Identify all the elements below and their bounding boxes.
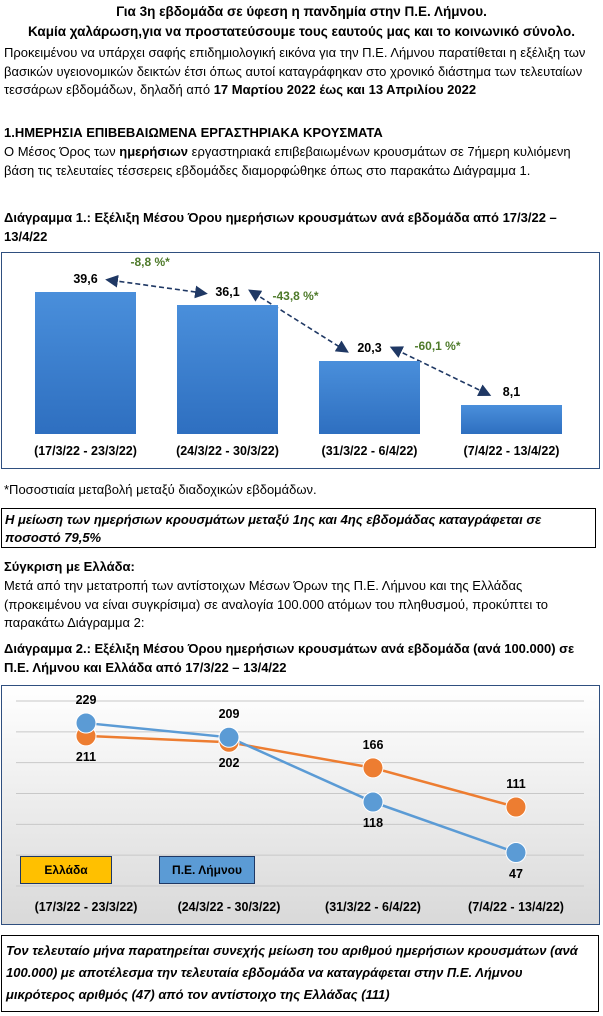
change-arrow-2: [248, 289, 349, 353]
legend-limnos: Π.Ε. Λήμνου: [159, 856, 255, 884]
section1-text-bold: ημερήσιων: [119, 144, 189, 159]
bar-4: [461, 405, 562, 434]
line-chart: 211 202 166 111 229 209 118 47 (17/3/22 - 23/3/2…: [1, 685, 600, 925]
bar-value-label-2: 36,1: [215, 284, 240, 299]
change-arrow-1: [105, 274, 208, 299]
series-1-value-label-2: 202: [218, 756, 240, 771]
series-2-point-2: [218, 726, 240, 748]
bar-value-label-3: 20,3: [357, 341, 382, 356]
page-subtitle: Καμία χαλάρωση,για να προστατεύσουμε του…: [27, 24, 576, 39]
change-annotation-3: -60,1 %*: [414, 339, 461, 354]
category-label-2: (24/3/22 - 30/3/22): [176, 444, 279, 458]
change-annotation-2: -43,8 %*: [272, 289, 319, 304]
series-2-value-label-4: 47: [509, 866, 523, 881]
bar-value-label-1: 39,6: [73, 272, 98, 287]
series-1-value-label-3: 166: [362, 737, 384, 752]
line-category-label-1: (17/3/22 - 23/3/22): [34, 900, 138, 914]
line-chart-plot: [2, 686, 599, 924]
category-label-1: (17/3/22 - 23/3/22): [34, 444, 137, 458]
change-arrow-3: [389, 346, 492, 396]
diagram2-caption: Διάγραμμα 2.: Εξέλιξη Μέσου Όρου ημερήσι…: [4, 641, 575, 675]
comparison-heading: Σύγκριση με Ελλάδα:: [4, 559, 135, 574]
series-2-point-1: [75, 712, 97, 734]
bar-1: [35, 292, 136, 434]
legend-greece-label: Ελλάδα: [44, 863, 88, 877]
section1-text-after: εργαστηριακά επιβεβαιωμένων κρουσμάτων σ…: [4, 144, 571, 178]
change-annotation-1: -8,8 %*: [130, 254, 170, 269]
diagram1-caption: Διάγραμμα 1.: Εξέλιξη Μέσου Όρου ημερήσι…: [4, 210, 557, 244]
line-category-label-2: (24/3/22 - 30/3/22): [177, 900, 281, 914]
section1-text-before: Ο Μέσος Όρος των: [4, 144, 120, 159]
section1-heading: 1.ΗΜΕΡΗΣΙΑ ΕΠΙΒΕΒΑΙΩΜΕΝΑ ΕΡΓΑΣΤΗΡΙΑΚΑ ΚΡ…: [4, 125, 383, 140]
footnote: *Ποσοστιαία μεταβολή μεταξύ διαδοχικών ε…: [4, 482, 317, 497]
summary-box-2: Τον τελευταίο μήνα παρατηρείται συνεχής …: [1, 935, 599, 1012]
bar-2: [177, 304, 278, 434]
intro-paragraph: Προκειμένου να υπάρχει σαφής επιδημιολογ…: [4, 44, 600, 100]
legend-limnos-label: Π.Ε. Λήμνου: [172, 863, 242, 877]
summary-box-1: Η μείωση των ημερήσιων κρουσμάτων μεταξύ…: [1, 508, 596, 548]
line-category-label-4: (7/4/22 - 13/4/22): [468, 900, 564, 914]
section1-paragraph: Ο Μέσος Όρος των ημερήσιων εργαστηριακά …: [4, 143, 600, 180]
category-label-4: (7/4/22 - 13/4/22): [463, 444, 560, 458]
series-2-value-label-1: 229: [75, 693, 97, 708]
comparison-paragraph: Μετά από την μετατροπή των αντίστοιχων Μ…: [4, 578, 548, 630]
change-arrows: [105, 274, 492, 396]
bar-value-label-4: 8,1: [502, 385, 521, 400]
series-1-value-label-1: 211: [75, 749, 97, 764]
series-line-1: [85, 734, 517, 809]
series-2-point-4: [505, 842, 527, 864]
legend-greece: Ελλάδα: [20, 856, 112, 884]
series-1-point-3: [362, 757, 384, 779]
bar-3: [319, 361, 420, 434]
series-line-2: [85, 721, 517, 854]
series-1-point-4: [505, 796, 527, 818]
series-2-value-label-3: 118: [362, 816, 384, 831]
intro-period: 17 Μαρτίου 2022 έως και 13 Απριλίου 2022: [213, 82, 477, 97]
series-1-value-label-4: 111: [506, 777, 526, 792]
page-title: Για 3η εβδομάδα σε ύφεση η πανδημία στην…: [116, 4, 487, 19]
line-category-label-3: (31/3/22 - 6/4/22): [325, 900, 421, 914]
series-2-point-3: [362, 791, 384, 813]
series-2-value-label-2: 209: [218, 707, 240, 722]
bar-chart: 39,6 (17/3/22 - 23/3/22) 36,1 (24/3/22 - 30…: [1, 252, 600, 469]
category-label-3: (31/3/22 - 6/4/22): [321, 444, 418, 458]
intro-text: Προκειμένου να υπάρχει σαφής επιδημιολογ…: [4, 45, 586, 97]
